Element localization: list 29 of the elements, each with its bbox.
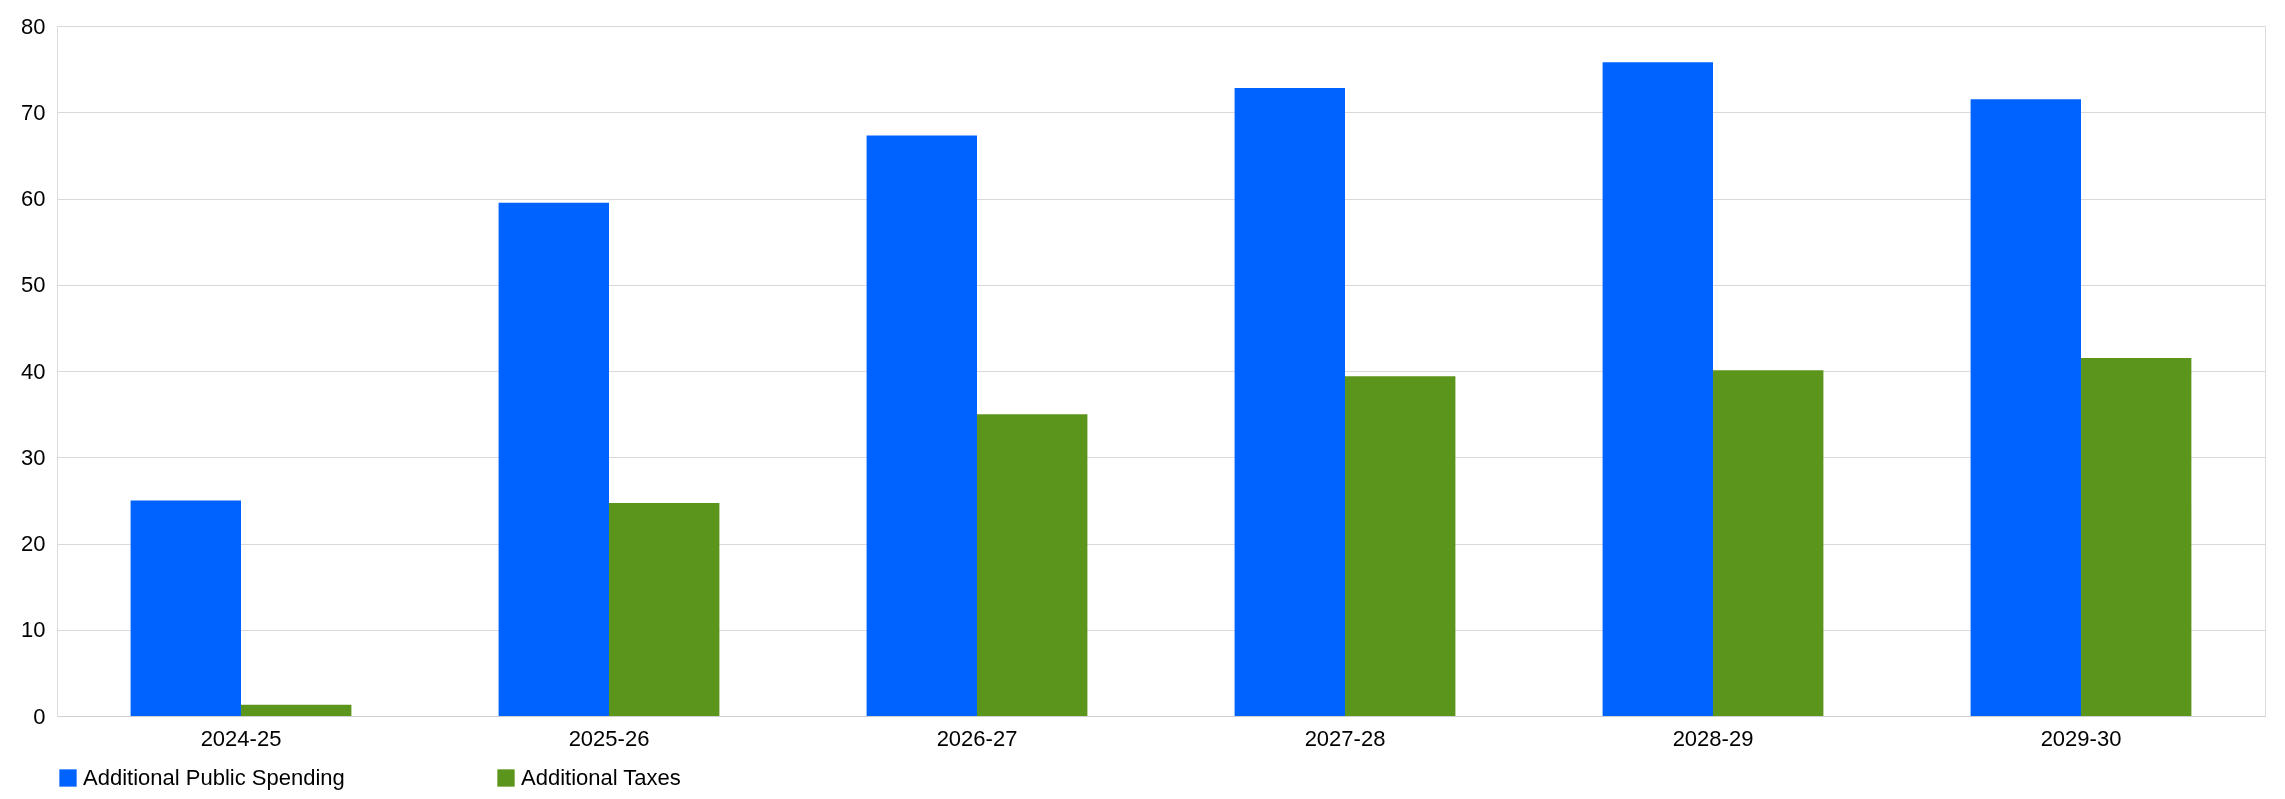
bar: [1234, 88, 1345, 716]
x-tick-label: 2026-27: [936, 725, 1018, 751]
y-tick-label: 40: [21, 358, 46, 384]
y-tick-label: 30: [21, 444, 46, 470]
bar: [1345, 376, 1456, 716]
legend-label: Additional Public Spending: [83, 765, 345, 790]
y-tick-label: 0: [33, 703, 46, 729]
y-tick-label: 70: [21, 99, 46, 125]
bar: [498, 202, 609, 716]
bar: [1602, 62, 1713, 716]
bar: [609, 502, 720, 716]
y-tick-label: 50: [21, 272, 46, 298]
x-tick-label: 2025-26: [568, 725, 650, 751]
bar: [977, 414, 1088, 716]
bar: [241, 704, 352, 716]
bar: [1970, 99, 2081, 716]
bar: [866, 135, 977, 716]
y-tick-label: 20: [21, 531, 46, 556]
bar: [130, 500, 241, 716]
bar: [2081, 358, 2192, 716]
bar: [1713, 370, 1824, 716]
x-tick-label: 2028-29: [1672, 725, 1754, 751]
y-tick-label: 10: [21, 617, 46, 643]
x-tick-label: 2024-25: [200, 725, 282, 751]
legend-label: Additional Taxes: [521, 765, 681, 790]
x-tick-label: 2027-28: [1304, 725, 1386, 751]
x-tick-label: 2029-30: [2040, 725, 2122, 751]
y-tick-label: 60: [21, 186, 46, 211]
y-tick-label: 80: [21, 13, 46, 39]
